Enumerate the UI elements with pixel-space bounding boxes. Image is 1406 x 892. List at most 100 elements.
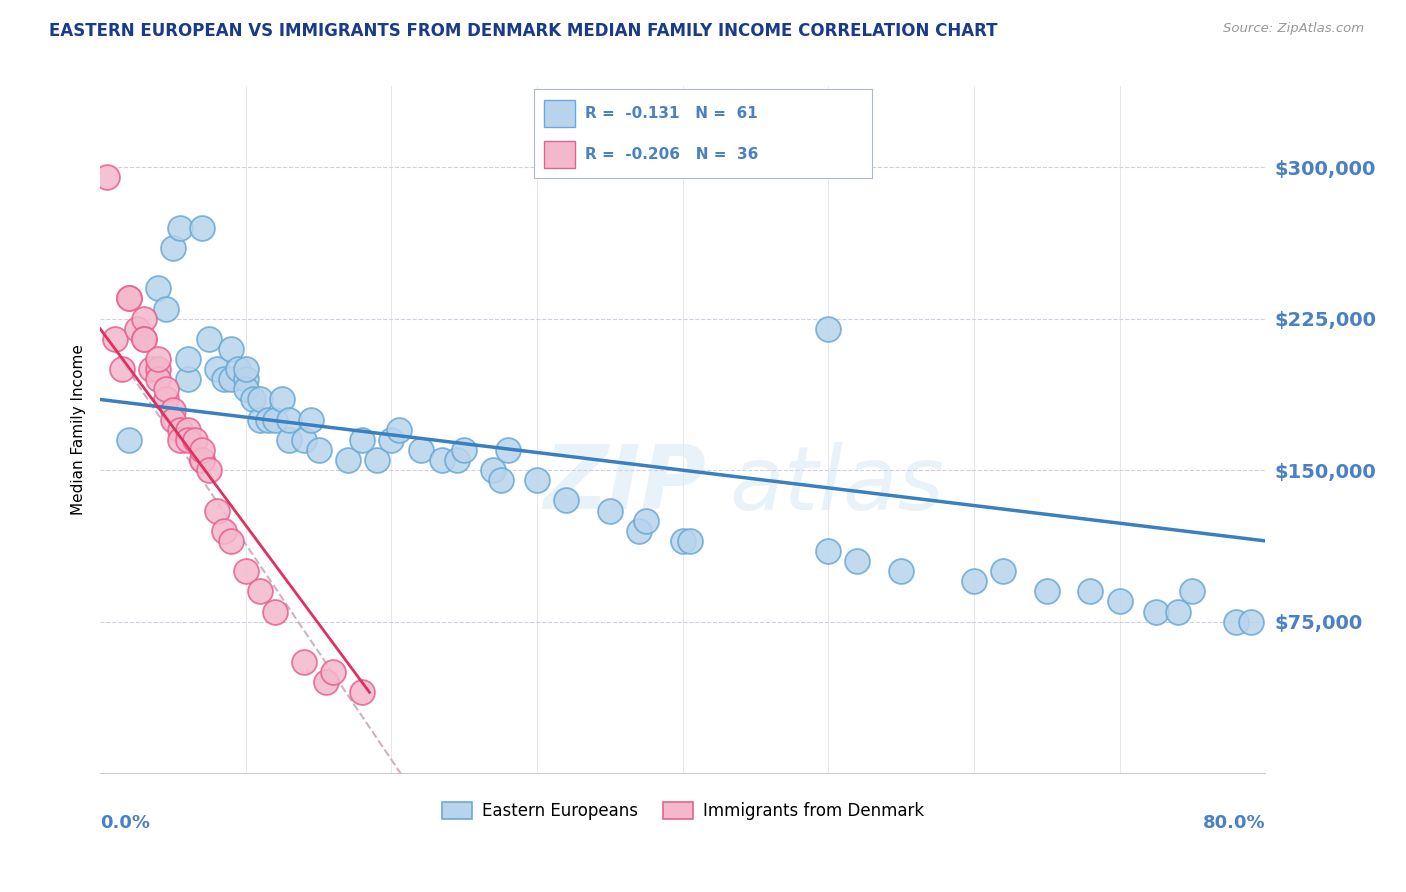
Point xyxy=(104,332,127,346)
Point xyxy=(198,463,221,477)
Point xyxy=(219,372,242,386)
Point xyxy=(278,412,301,426)
Point xyxy=(366,453,388,467)
Point xyxy=(308,442,330,457)
Point xyxy=(118,433,141,447)
Text: Source: ZipAtlas.com: Source: ZipAtlas.com xyxy=(1223,22,1364,36)
Point xyxy=(235,383,257,397)
Point xyxy=(235,564,257,578)
Point xyxy=(155,301,177,316)
Point xyxy=(249,584,271,599)
Point xyxy=(148,362,170,376)
Point xyxy=(184,433,207,447)
Point xyxy=(352,685,374,699)
Point xyxy=(176,352,198,367)
Point xyxy=(219,342,242,356)
Point xyxy=(155,383,177,397)
Point xyxy=(1144,605,1167,619)
Point xyxy=(96,170,118,185)
Point xyxy=(148,372,170,386)
Point xyxy=(212,524,235,538)
Text: ZIP: ZIP xyxy=(543,442,706,528)
Point xyxy=(148,281,170,295)
Point xyxy=(627,524,650,538)
Point xyxy=(191,453,214,467)
Point xyxy=(352,433,374,447)
Point xyxy=(555,493,578,508)
Point xyxy=(636,514,658,528)
Point xyxy=(235,362,257,376)
Point xyxy=(118,292,141,306)
Point xyxy=(169,433,191,447)
Point xyxy=(1035,584,1057,599)
Bar xyxy=(544,141,575,168)
Legend: Eastern Europeans, Immigrants from Denmark: Eastern Europeans, Immigrants from Denma… xyxy=(434,795,931,827)
Point xyxy=(846,554,869,568)
Point xyxy=(446,453,468,467)
Point xyxy=(155,392,177,407)
Point xyxy=(256,412,278,426)
Point xyxy=(1240,615,1263,629)
Text: R =  -0.131   N =  61: R = -0.131 N = 61 xyxy=(585,106,758,120)
Point xyxy=(139,362,162,376)
Point xyxy=(264,412,287,426)
Point xyxy=(132,332,155,346)
Point xyxy=(817,544,839,558)
Bar xyxy=(544,100,575,127)
Point xyxy=(191,442,214,457)
Point xyxy=(271,392,294,407)
Point xyxy=(191,453,214,467)
Point xyxy=(672,533,695,548)
Point xyxy=(432,453,454,467)
Point xyxy=(169,220,191,235)
Point xyxy=(249,392,271,407)
Point xyxy=(482,463,505,477)
Point xyxy=(205,503,228,517)
Point xyxy=(205,362,228,376)
Point xyxy=(162,241,184,255)
Point xyxy=(264,605,287,619)
Point xyxy=(315,675,337,690)
Point xyxy=(132,311,155,326)
Text: atlas: atlas xyxy=(730,442,945,528)
Point xyxy=(132,332,155,346)
Point xyxy=(176,423,198,437)
Point xyxy=(409,442,432,457)
Point xyxy=(388,423,411,437)
Point xyxy=(249,412,271,426)
Point xyxy=(162,412,184,426)
Point xyxy=(212,372,235,386)
Point xyxy=(1181,584,1204,599)
Point xyxy=(817,322,839,336)
Point xyxy=(1225,615,1247,629)
Point xyxy=(219,533,242,548)
Point xyxy=(235,372,257,386)
Text: 80.0%: 80.0% xyxy=(1202,814,1265,832)
Point xyxy=(1108,594,1130,608)
Point xyxy=(176,433,198,447)
Point xyxy=(148,352,170,367)
Y-axis label: Median Family Income: Median Family Income xyxy=(72,344,86,516)
Point xyxy=(336,453,359,467)
Point xyxy=(169,423,191,437)
Point xyxy=(380,433,402,447)
Point xyxy=(1167,605,1189,619)
Point xyxy=(191,220,214,235)
Point xyxy=(278,433,301,447)
Point xyxy=(526,473,548,487)
Point xyxy=(453,442,475,457)
Point xyxy=(679,533,702,548)
Point xyxy=(489,473,512,487)
Point xyxy=(125,322,148,336)
Text: 0.0%: 0.0% xyxy=(100,814,150,832)
Point xyxy=(890,564,912,578)
Point xyxy=(963,574,986,589)
Text: R =  -0.206   N =  36: R = -0.206 N = 36 xyxy=(585,147,758,161)
Point xyxy=(228,362,250,376)
Point xyxy=(322,665,344,680)
Point xyxy=(292,655,315,669)
Point xyxy=(111,362,134,376)
Point xyxy=(599,503,621,517)
Point xyxy=(198,332,221,346)
Point xyxy=(1080,584,1102,599)
